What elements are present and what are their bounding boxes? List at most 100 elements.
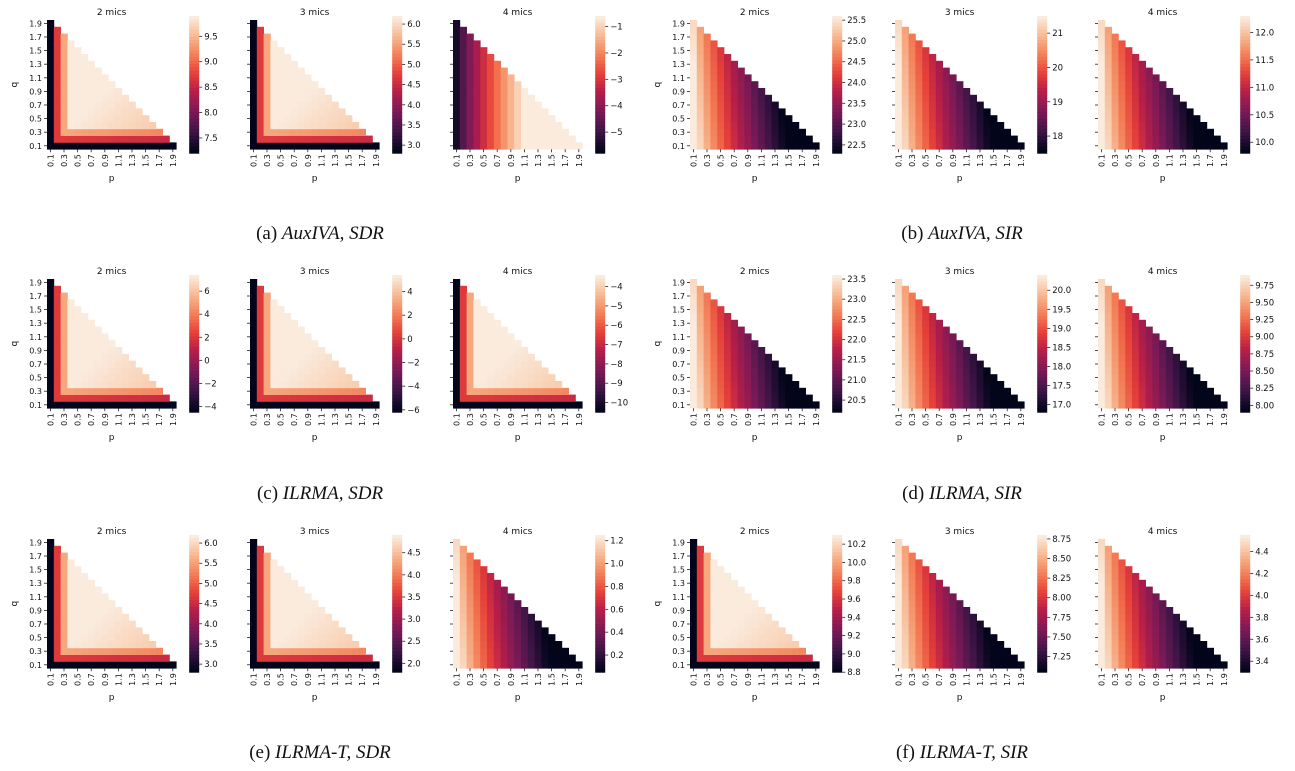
colorbar-segment [832, 579, 843, 584]
heatmap-cell [480, 360, 488, 368]
heatmap-cell [724, 374, 732, 382]
heatmap-cell [338, 108, 346, 116]
heatmap-cell [744, 108, 752, 116]
heatmap-cell [942, 586, 950, 594]
colorbar-segment [595, 19, 606, 24]
colorbar-segment [189, 67, 200, 72]
heatmap-cell [67, 67, 75, 75]
heatmap-cell [785, 654, 793, 662]
heatmap-cell [901, 620, 909, 628]
colorbar-segment [392, 285, 403, 290]
x-tick-label: 1.3 [331, 673, 340, 686]
heatmap-cell [507, 607, 515, 615]
heatmap-cell [1166, 135, 1174, 143]
heatmap-cell [115, 353, 123, 361]
heatmap-cell [561, 661, 569, 669]
heatmap-cell [710, 374, 718, 382]
heatmap-cell [473, 60, 481, 68]
x-tick-label: 1.3 [1179, 154, 1188, 167]
heatmap-cell [751, 634, 759, 642]
heatmap-cell [895, 559, 903, 567]
colorbar-segment [595, 607, 606, 611]
x-tick-label: 0.9 [949, 413, 958, 426]
colorbar-segment [1037, 146, 1048, 151]
heatmap-cell [548, 122, 556, 130]
colorbar-tick-label: 7.25 [1052, 653, 1071, 663]
heatmap-cell [901, 67, 909, 75]
heatmap-cell [101, 353, 109, 361]
heatmap-cell [696, 353, 704, 361]
heatmap-cell [908, 299, 916, 307]
heatmap-cell [473, 115, 481, 123]
colorbar-segment [595, 367, 606, 372]
heatmap-cell [792, 122, 800, 130]
heatmap-cell [696, 579, 704, 587]
colorbar-tick-label: 3.5 [204, 640, 218, 650]
heatmap-cell [724, 313, 732, 321]
heatmap-cell [500, 67, 508, 75]
heatmap-cell [1145, 374, 1153, 382]
heatmap-cell [1132, 607, 1140, 615]
heatmap-cell [744, 401, 752, 409]
colorbar-segment [189, 136, 200, 140]
heatmap-cell [908, 374, 916, 382]
heatmap-cell [81, 613, 89, 621]
colorbar-segment [595, 350, 606, 355]
heatmap-cell [74, 122, 82, 130]
heatmap-cell [901, 552, 909, 560]
heatmap-cell [53, 374, 61, 382]
heatmap-cell [534, 360, 542, 368]
heatmap-cell [1179, 142, 1187, 150]
heatmap-cell [908, 319, 916, 327]
colorbar-segment [1037, 278, 1048, 283]
heatmap-cell [703, 319, 711, 327]
heatmap-cell [771, 115, 779, 123]
colorbar-segment [189, 302, 200, 307]
heatmap-cell [60, 367, 68, 375]
heatmap-cell [1200, 394, 1208, 402]
heatmap-cell [514, 101, 522, 109]
colorbar-segment [189, 545, 200, 550]
heatmap-cell [290, 647, 298, 655]
heatmap-cell [270, 94, 278, 102]
x-tick-label: 1.1 [757, 673, 766, 686]
colorbar-segment [832, 129, 843, 134]
heatmap-cell [942, 108, 950, 116]
heatmap-cell [74, 94, 82, 102]
heatmap-cell [929, 135, 937, 143]
heatmap-cell [297, 340, 305, 348]
heatmap-cell [270, 313, 278, 321]
heatmap-cell [67, 367, 75, 375]
heatmap-cell [500, 353, 508, 361]
heatmap-cell [901, 360, 909, 368]
heatmap-cell [901, 647, 909, 655]
heatmap-cell [297, 326, 305, 334]
heatmap-cell [935, 326, 943, 334]
heatmap-cell [277, 81, 285, 89]
heatmap-cell [1118, 394, 1126, 402]
heatmap-cell [1179, 360, 1187, 368]
heatmap-cell [778, 367, 786, 375]
heatmap-cell [1200, 647, 1208, 655]
colorbar-segment [189, 552, 200, 557]
heatmap-cell [1159, 88, 1167, 96]
heatmap-cell [284, 67, 292, 75]
heatmap-cell [256, 613, 264, 621]
heatmap-cell [256, 654, 264, 662]
colorbar-segment [392, 620, 403, 625]
heatmap-cell [1118, 647, 1126, 655]
heatmap-cell [473, 299, 481, 307]
heatmap-cell [60, 381, 68, 389]
heatmap-cell [466, 654, 474, 662]
colorbar-segment [189, 329, 200, 334]
heatmap-cell [290, 627, 298, 635]
heatmap-cell [1118, 135, 1126, 143]
heatmap-cell [459, 607, 467, 615]
heatmap-cell [94, 353, 102, 361]
heatmap-cell [690, 545, 698, 553]
heatmap-cell [507, 641, 515, 649]
heatmap-cell [284, 94, 292, 102]
heatmap-cell [290, 367, 298, 375]
heatmap-cell [453, 115, 461, 123]
